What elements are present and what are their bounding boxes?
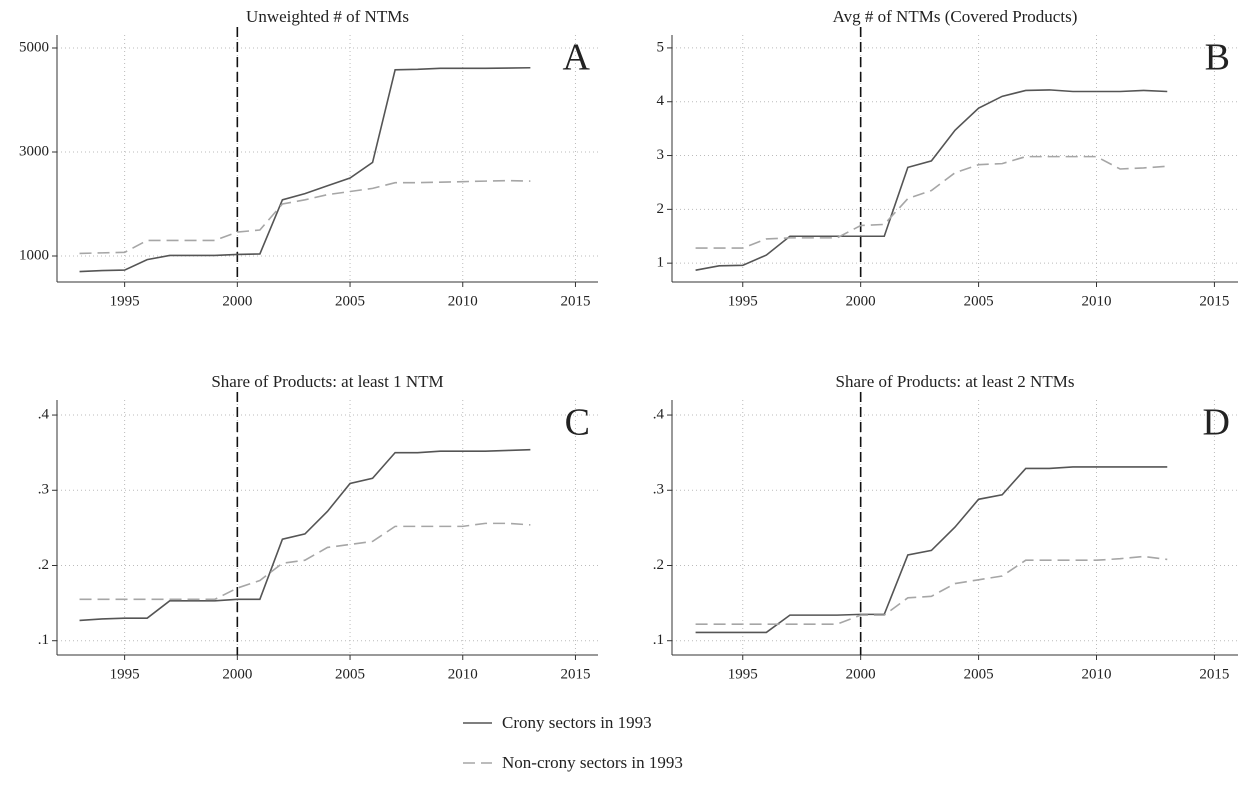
series-line [695, 155, 1168, 249]
legend-label: Non-crony sectors in 1993 [502, 753, 683, 772]
x-tick-label: 1995 [110, 666, 140, 682]
x-tick-label: 2010 [448, 666, 478, 682]
panel-letter: D [1203, 402, 1230, 444]
panel-title: Share of Products: at least 2 NTMs [836, 372, 1075, 391]
series-line [79, 179, 531, 255]
x-tick-label: 2010 [448, 293, 478, 309]
y-tick-label: 4 [657, 93, 665, 109]
y-tick-label: 1 [657, 255, 665, 271]
y-tick-label: 3000 [19, 143, 49, 159]
x-tick-label: 2015 [560, 666, 590, 682]
y-tick-label: 1000 [19, 247, 49, 263]
x-tick-label: 2010 [1082, 666, 1112, 682]
x-tick-label: 2000 [846, 293, 876, 309]
series-line [79, 66, 531, 273]
y-tick-label: .3 [653, 482, 664, 498]
x-tick-label: 2000 [222, 293, 252, 309]
x-tick-label: 1995 [728, 666, 758, 682]
x-tick-label: 2005 [964, 293, 994, 309]
legend-label: Crony sectors in 1993 [502, 713, 652, 732]
x-tick-label: 2005 [335, 293, 365, 309]
y-tick-label: .1 [38, 632, 49, 648]
x-tick-label: 2015 [1199, 666, 1229, 682]
panel-title: Unweighted # of NTMs [246, 7, 409, 26]
x-tick-label: 1995 [110, 293, 140, 309]
y-tick-label: 5000 [19, 39, 49, 55]
x-tick-label: 2005 [964, 666, 994, 682]
x-tick-label: 2015 [560, 293, 590, 309]
panel-title: Avg # of NTMs (Covered Products) [833, 7, 1078, 26]
panel-letter: A [563, 37, 591, 79]
series-line [79, 522, 531, 601]
series-line [695, 466, 1168, 634]
y-tick-label: .1 [653, 632, 664, 648]
series-line [695, 555, 1168, 625]
x-tick-label: 2000 [846, 666, 876, 682]
y-tick-label: .3 [38, 482, 49, 498]
x-tick-label: 2010 [1082, 293, 1112, 309]
y-tick-label: .2 [38, 557, 49, 573]
y-tick-label: 3 [657, 147, 665, 163]
y-tick-label: 5 [657, 39, 665, 55]
y-tick-label: .4 [653, 406, 665, 422]
x-tick-label: 1995 [728, 293, 758, 309]
panel-letter: B [1205, 37, 1230, 79]
x-tick-label: 2000 [222, 666, 252, 682]
x-tick-label: 2015 [1199, 293, 1229, 309]
panel-letter: C [565, 402, 590, 444]
y-tick-label: .2 [653, 557, 664, 573]
y-tick-label: .4 [38, 406, 50, 422]
x-tick-label: 2005 [335, 666, 365, 682]
panel-title: Share of Products: at least 1 NTM [211, 372, 443, 391]
series-line [79, 448, 531, 622]
series-line [695, 89, 1168, 271]
y-tick-label: 2 [657, 201, 665, 217]
